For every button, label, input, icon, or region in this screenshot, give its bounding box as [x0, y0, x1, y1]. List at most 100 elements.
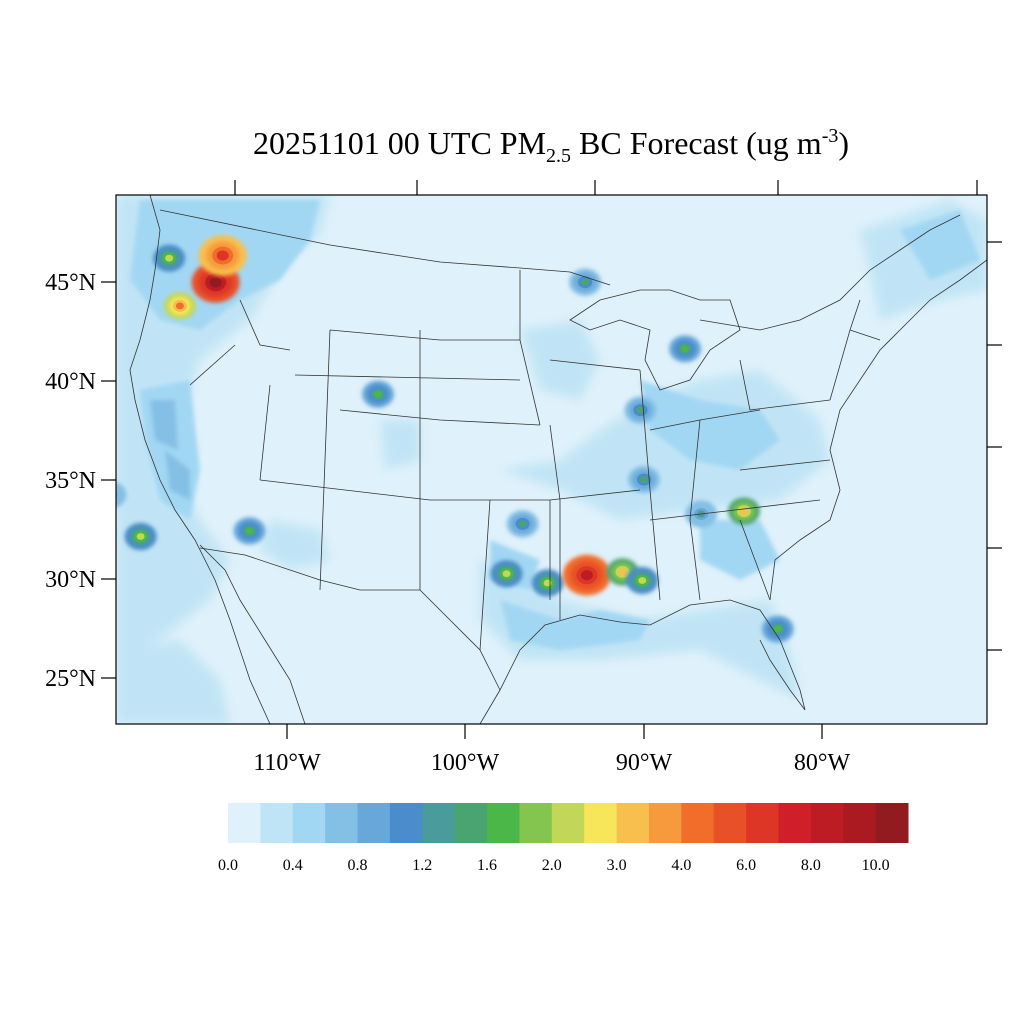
- hotspot-contour: [638, 577, 647, 584]
- hotspot-minneapolis: [569, 268, 602, 296]
- hotspot-contour: [60, 343, 72, 353]
- colorbar-box: [357, 803, 391, 843]
- colorbar-label: 2.0: [542, 857, 562, 874]
- hotspot-contour: [49, 334, 82, 362]
- hotspot-contour: [55, 339, 76, 357]
- hotspot-sacramento-valley: [60, 441, 92, 468]
- hotspot-memphis: [628, 465, 660, 494]
- lon-label: 110°W: [253, 750, 321, 776]
- hotspot-contour: [518, 520, 527, 528]
- west-coastline: [129, 195, 271, 724]
- great-lakes: [569, 289, 741, 391]
- colorbar-box: [454, 803, 488, 843]
- hotspot-contour: [72, 451, 80, 458]
- map-panel: 45°N 40°N 35°N 30°N 25°N 110°W 100°W 90°…: [42, 180, 1002, 776]
- east-coastline: [769, 259, 987, 601]
- colorbar-box: [681, 803, 715, 843]
- hotspot-northern-idaho: [153, 244, 186, 272]
- hotspot-denver: [362, 380, 395, 408]
- hotspot-new-orleans: [626, 566, 659, 595]
- colorbar-label: 1.2: [412, 857, 432, 874]
- hotspot-contour: [106, 491, 114, 498]
- longitude-labels: 110°W 100°W 90°W 80°W: [253, 750, 850, 776]
- boundaries: [129, 195, 987, 724]
- tick-marks: [101, 180, 1002, 739]
- hotspot-contour: [42, 327, 90, 368]
- colorbar-box: [616, 803, 650, 843]
- hotspot-atlanta: [727, 497, 760, 525]
- colorbar-box: [519, 803, 553, 843]
- colorbar: 0.0 0.4 0.8 1.2 1.6 2.0 3.0 4.0 6.0 8.0 10.0: [218, 803, 909, 874]
- baja-coastline: [199, 544, 306, 724]
- latitude-labels: 45°N 40°N 35°N 30°N 25°N: [45, 270, 96, 692]
- colorbar-label: 0.0: [218, 857, 238, 874]
- hotspot-contour: [116, 491, 118, 499]
- colorbar-label: 4.0: [671, 857, 691, 874]
- hotspot-los-angeles: [124, 522, 157, 551]
- hotspot-dallas: [506, 510, 539, 538]
- lat-label: 40°N: [45, 369, 96, 395]
- hotspot-contour: [543, 579, 552, 587]
- hotspot-phoenix: [233, 517, 266, 545]
- hotspot-contour: [165, 254, 174, 262]
- hotspot-contour: [374, 390, 383, 398]
- hotspot-houston: [531, 569, 564, 597]
- hotspot-contour: [636, 406, 645, 414]
- hotspot-austin: [490, 560, 523, 588]
- canada-border: [159, 209, 961, 331]
- colorbar-label: 3.0: [607, 857, 627, 874]
- colorbar-label: 0.4: [283, 857, 303, 874]
- hotspot-tampa: [761, 615, 794, 643]
- colorbar-box: [551, 803, 585, 843]
- mexico-border: [199, 547, 501, 691]
- hotspot-contour: [502, 570, 511, 578]
- hotspot-central-idaho: [163, 292, 196, 320]
- hotspot-contour: [580, 570, 593, 581]
- hotspot-st-louis: [624, 396, 657, 424]
- colorbar-box: [584, 803, 618, 843]
- lon-label: 80°W: [794, 750, 851, 776]
- hotspot-contour: [681, 345, 690, 353]
- colorbar-label: 6.0: [736, 857, 756, 874]
- colorbar-box: [325, 803, 359, 843]
- colorbar-boxes: [228, 803, 909, 843]
- colorbar-label: 8.0: [801, 857, 821, 874]
- hotspot-contour: [69, 448, 83, 460]
- hotspot-southwest-louisiana: [562, 554, 611, 596]
- hotspot-contour: [773, 625, 782, 633]
- colorbar-box: [487, 803, 520, 843]
- colorbar-box: [260, 803, 294, 843]
- hotspot-contour: [209, 277, 222, 288]
- colorbar-box: [228, 803, 261, 843]
- hotspot-contour: [65, 445, 87, 464]
- colorbar-box: [292, 803, 326, 843]
- lat-label: 35°N: [45, 468, 96, 494]
- hotspot-contour: [216, 250, 229, 261]
- gulf-coastline: [479, 599, 806, 724]
- hotspot-contour: [116, 486, 122, 503]
- hotspot-contour: [136, 533, 145, 540]
- lon-label: 90°W: [616, 750, 673, 776]
- hotspot-layer: [42, 235, 794, 643]
- colorbar-box: [875, 803, 909, 843]
- hotspot-western-montana-north: [198, 235, 247, 276]
- hotspot-western-montana: [191, 261, 240, 303]
- map-frame: [115, 194, 988, 725]
- hotspot-chicago: [669, 335, 702, 363]
- colorbar-box: [422, 803, 456, 843]
- colorbar-box: [389, 803, 423, 843]
- hotspot-contour: [175, 302, 184, 310]
- lat-label: 25°N: [45, 666, 96, 692]
- lat-label: 30°N: [45, 567, 96, 593]
- colorbar-labels: 0.0 0.4 0.8 1.2 1.6 2.0 3.0 4.0 6.0 8.0 10.0: [218, 857, 890, 874]
- hotspot-contour: [116, 482, 127, 508]
- lat-label: 45°N: [45, 270, 96, 296]
- hotspot-contour: [581, 278, 590, 286]
- colorbar-box: [778, 803, 812, 843]
- colorbar-box: [843, 803, 877, 843]
- colorbar-box: [648, 803, 682, 843]
- colorbar-box: [746, 803, 779, 843]
- hotspot-western-oregon: [42, 327, 90, 368]
- lon-label: 100°W: [431, 750, 500, 776]
